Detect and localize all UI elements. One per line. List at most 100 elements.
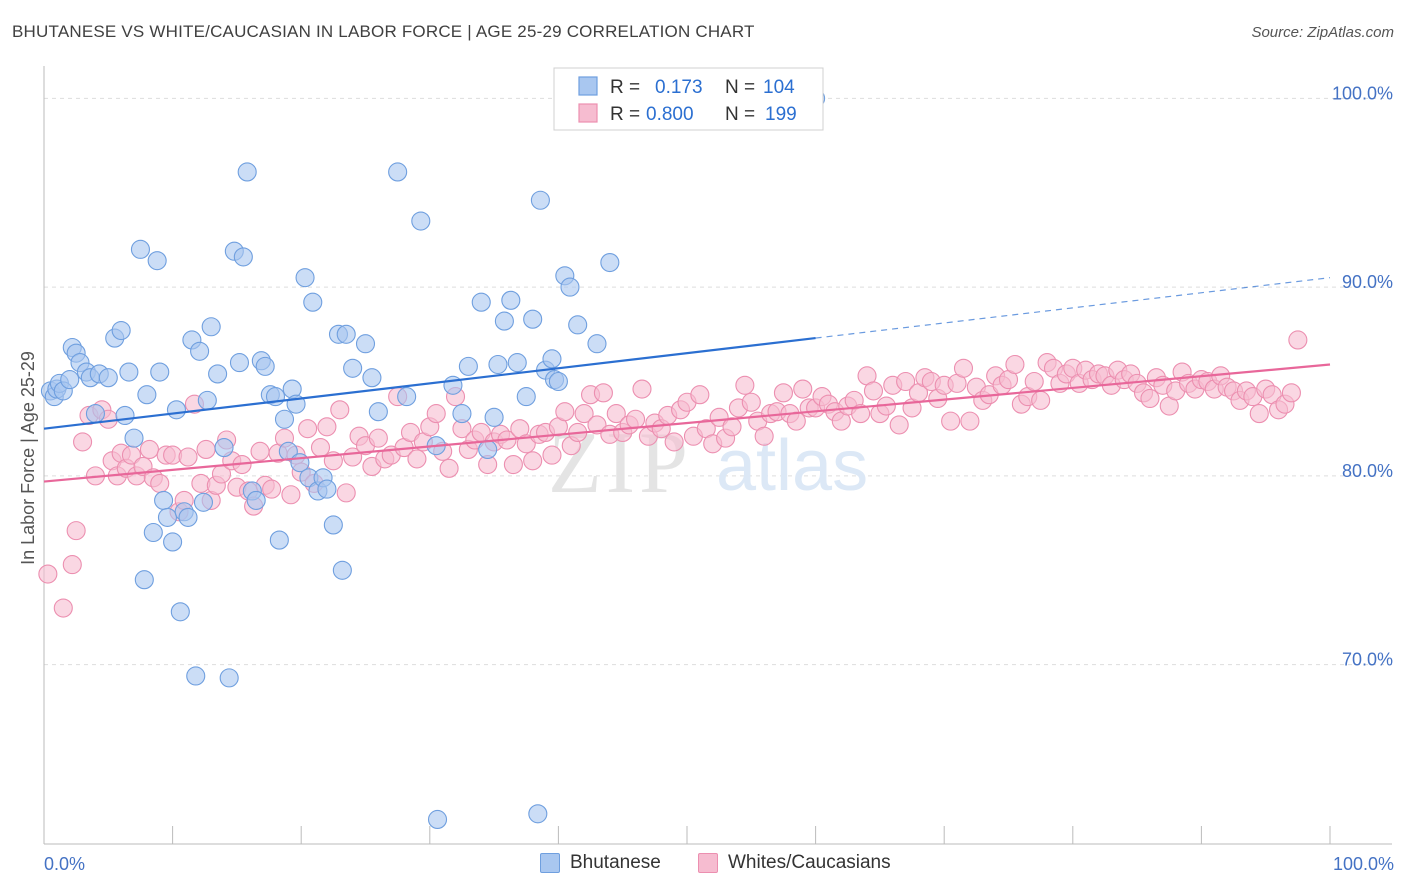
- bhutanese-point: [274, 409, 295, 429]
- bhutanese-point: [548, 371, 568, 392]
- whites-caucasians-point: [262, 479, 282, 499]
- bhutanese-point: [397, 387, 417, 407]
- whites-caucasians-point: [1281, 383, 1301, 403]
- bhutanese-point: [336, 324, 356, 344]
- bhutanese-point: [355, 334, 376, 354]
- bhutanese-point: [219, 668, 239, 688]
- bhutanese-point: [317, 479, 337, 499]
- bhutanese-point: [186, 666, 206, 686]
- whites-caucasians-point: [250, 441, 270, 461]
- legend-r-label-1: R =: [610, 77, 640, 98]
- trend-lines: [43, 277, 1331, 483]
- whites-caucasians-point: [587, 415, 607, 435]
- bhutanese-point: [178, 507, 198, 527]
- y-tick-label: 70.0%: [1342, 650, 1393, 670]
- bhutanese-point: [246, 490, 266, 510]
- whites-caucasians-point: [741, 392, 761, 412]
- bhutanese-point: [530, 190, 550, 210]
- whites-caucasians-point: [426, 404, 446, 424]
- whites-caucasians-point: [53, 598, 73, 618]
- bhutanese-point: [362, 368, 382, 388]
- legend-swatch-whites: [578, 103, 598, 123]
- chart-source: Source: ZipAtlas.com: [1251, 24, 1394, 41]
- legend-n-label-1: N =: [725, 77, 755, 98]
- y-axis-label: In Labor Force | Age 25-29: [18, 351, 38, 565]
- bhutanese-point: [516, 387, 536, 407]
- whites-caucasians-point: [1249, 404, 1269, 424]
- whites-caucasians-point: [606, 404, 626, 424]
- whites-caucasians-point: [632, 379, 652, 399]
- bhutanese-point: [478, 439, 498, 459]
- bhutanese-point: [208, 364, 228, 384]
- bhutanese-point: [233, 247, 253, 267]
- bhutanese-point: [388, 162, 408, 182]
- bhutanese-point: [85, 404, 105, 424]
- legend-n-value-1: 104: [763, 77, 795, 98]
- bhutanese-point: [303, 292, 323, 312]
- bhutanese-point: [542, 349, 562, 369]
- whites-caucasians-point: [1031, 390, 1051, 410]
- bhutanese-point: [488, 354, 508, 375]
- legend-r-value-1: 0.173: [655, 77, 703, 98]
- bhutanese-point: [119, 362, 139, 382]
- bhutanese-point: [560, 277, 580, 297]
- bhutanese-point: [323, 515, 343, 535]
- bhutanese-point: [269, 530, 289, 550]
- bhutanese-point: [343, 358, 363, 378]
- bottom-legend: Bhutanese Whites/Caucasians: [0, 852, 1406, 878]
- whites-caucasians-point: [503, 455, 523, 475]
- bhutanese-point: [501, 290, 521, 310]
- whites-caucasians-point: [523, 451, 543, 471]
- bhutanese-point: [201, 317, 221, 337]
- chart-title: BHUTANESE VS WHITE/CAUCASIAN IN LABOR FO…: [12, 22, 755, 41]
- bhutanese-point: [163, 532, 183, 552]
- bottom-legend-whites: Whites/Caucasians: [698, 852, 891, 874]
- bhutanese-point: [494, 311, 514, 331]
- bhutanese-point: [150, 362, 170, 382]
- whites-caucasians-point: [336, 483, 356, 503]
- whites-caucasians-point: [516, 434, 536, 454]
- bottom-legend-bhutanese: Bhutanese: [540, 852, 661, 874]
- bhutanese-point: [166, 400, 187, 420]
- bhutanese-trend-line: [43, 336, 816, 430]
- whites-caucasians-point: [400, 422, 421, 443]
- whites-caucasians-point: [889, 415, 909, 435]
- whites-caucasians-point: [735, 375, 755, 395]
- bhutanese-point: [471, 292, 491, 312]
- whites-caucasians-point: [178, 447, 198, 467]
- bottom-legend-label-whites: Whites/Caucasians: [728, 852, 891, 873]
- bhutanese-point: [568, 315, 588, 335]
- bhutanese-point: [137, 385, 157, 405]
- bhutanese-point: [452, 404, 472, 424]
- bhutanese-point: [411, 211, 431, 231]
- whites-caucasians-point: [196, 439, 216, 459]
- bhutanese-point: [193, 492, 214, 512]
- bhutanese-point: [427, 809, 448, 830]
- whites-caucasians-point: [664, 432, 684, 452]
- whites-caucasians-point: [960, 411, 980, 431]
- whites-caucasians-point: [690, 385, 710, 405]
- bhutanese-trend-extension: [815, 277, 1331, 339]
- whites-caucasians-point: [773, 383, 794, 403]
- whites-caucasians-point: [1140, 388, 1160, 409]
- bhutanese-point: [115, 405, 135, 426]
- bhutanese-point: [507, 353, 527, 373]
- whites-caucasians-point: [953, 358, 974, 378]
- bhutanese-point: [147, 251, 167, 271]
- whites-caucasians-point: [593, 383, 613, 403]
- bhutanese-point: [190, 341, 210, 361]
- bhutanese-point: [98, 368, 118, 388]
- bhutanese-point: [528, 804, 548, 824]
- whites-caucasians-trend-line: [43, 363, 1331, 483]
- whites-caucasians-point: [626, 409, 646, 429]
- whites-caucasians-point: [66, 521, 86, 541]
- bottom-legend-swatch-bhutanese: [540, 853, 560, 873]
- x-tick-label-max: 100.0%: [1333, 854, 1394, 874]
- whites-caucasians-point: [317, 417, 337, 437]
- whites-caucasians-point: [709, 407, 729, 427]
- whites-caucasians-point: [150, 473, 170, 493]
- legend-swatch-bhutanese: [578, 76, 598, 96]
- whites-caucasians-point: [407, 449, 427, 469]
- whites-caucasians-point: [298, 419, 318, 439]
